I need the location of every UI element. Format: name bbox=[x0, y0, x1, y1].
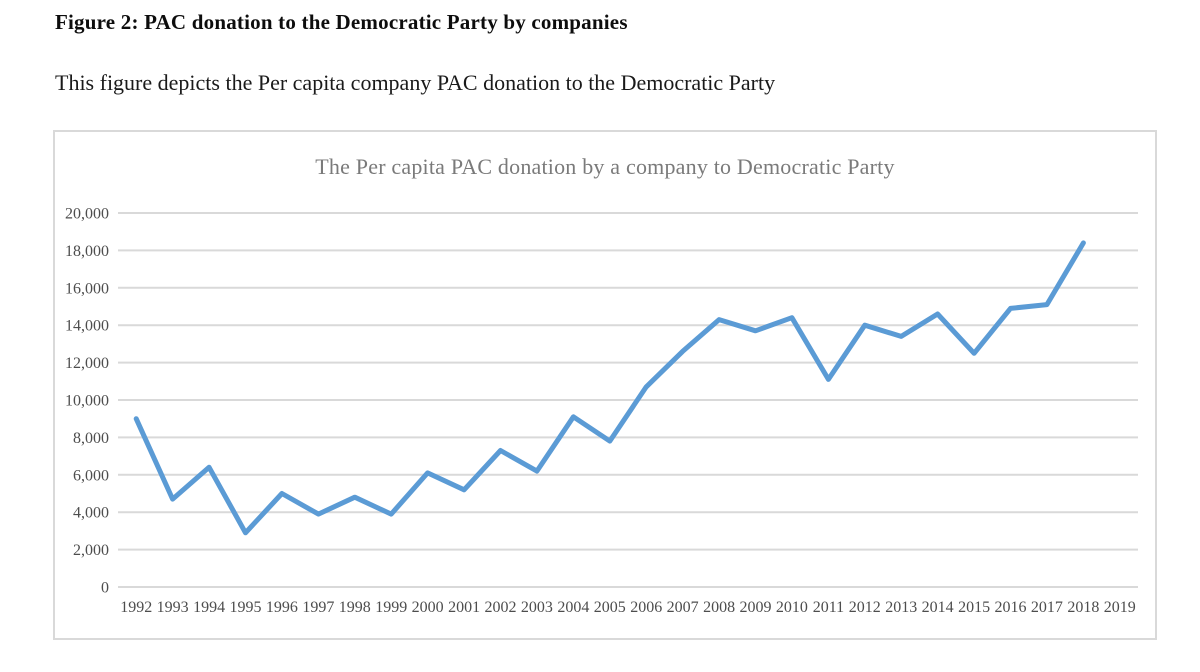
x-tick-label: 2015 bbox=[958, 599, 990, 616]
x-tick-label: 2016 bbox=[995, 599, 1027, 616]
y-tick-label: 6,000 bbox=[73, 467, 109, 484]
x-tick-label: 1994 bbox=[193, 599, 225, 616]
y-tick-label: 0 bbox=[101, 580, 109, 597]
chart-title: The Per capita PAC donation by a company… bbox=[315, 154, 895, 179]
y-tick-label: 18,000 bbox=[65, 243, 109, 260]
y-tick-label: 16,000 bbox=[65, 280, 109, 297]
x-tick-label: 2018 bbox=[1067, 599, 1099, 616]
x-tick-label: 2010 bbox=[776, 599, 808, 616]
x-tick-label: 1999 bbox=[375, 599, 407, 616]
chart-plot: 20,000 18,000 16,000 14,000 12,000 10,000 8,00… bbox=[65, 206, 1138, 616]
x-tick-label: 2007 bbox=[667, 599, 699, 616]
x-tick-label: 1998 bbox=[339, 599, 371, 616]
y-tick-label: 14,000 bbox=[65, 318, 109, 335]
y-tick-label: 4,000 bbox=[73, 505, 109, 522]
x-tick-label: 2008 bbox=[703, 599, 735, 616]
x-tick-label: 2019 bbox=[1104, 599, 1136, 616]
x-tick-label: 1996 bbox=[266, 599, 298, 616]
x-tick-label: 2014 bbox=[922, 599, 954, 616]
x-tick-label: 2005 bbox=[594, 599, 626, 616]
x-tick-label: 2017 bbox=[1031, 599, 1063, 616]
y-tick-label: 8,000 bbox=[73, 430, 109, 447]
x-tick-label: 2000 bbox=[412, 599, 444, 616]
x-tick-label: 2012 bbox=[849, 599, 881, 616]
x-tick-label: 1992 bbox=[120, 599, 152, 616]
x-tick-label: 2001 bbox=[448, 599, 480, 616]
y-tick-label: 20,000 bbox=[65, 206, 109, 223]
x-tick-label: 2013 bbox=[885, 599, 917, 616]
data-line bbox=[133, 240, 1086, 536]
figure-description: This figure depicts the Per capita compa… bbox=[55, 70, 776, 95]
x-tick-label: 1995 bbox=[230, 599, 262, 616]
chart-panel: 20,000 18,000 16,000 14,000 12,000 10,000 8,00… bbox=[53, 130, 1157, 640]
x-tick-label: 2002 bbox=[485, 599, 517, 616]
y-tick-label: 10,000 bbox=[65, 393, 109, 410]
y-tick-label: 2,000 bbox=[73, 542, 109, 559]
x-tick-label: 2006 bbox=[630, 599, 662, 616]
x-tick-label: 2009 bbox=[740, 599, 772, 616]
x-tick-label: 2004 bbox=[557, 599, 589, 616]
x-tick-label: 1993 bbox=[157, 599, 189, 616]
x-tick-label: 2003 bbox=[521, 599, 553, 616]
figure-heading: Figure 2: PAC donation to the Democratic… bbox=[55, 10, 628, 34]
x-tick-label: 1997 bbox=[302, 599, 334, 616]
y-tick-label: 12,000 bbox=[65, 355, 109, 372]
x-tick-label: 2011 bbox=[813, 599, 844, 616]
